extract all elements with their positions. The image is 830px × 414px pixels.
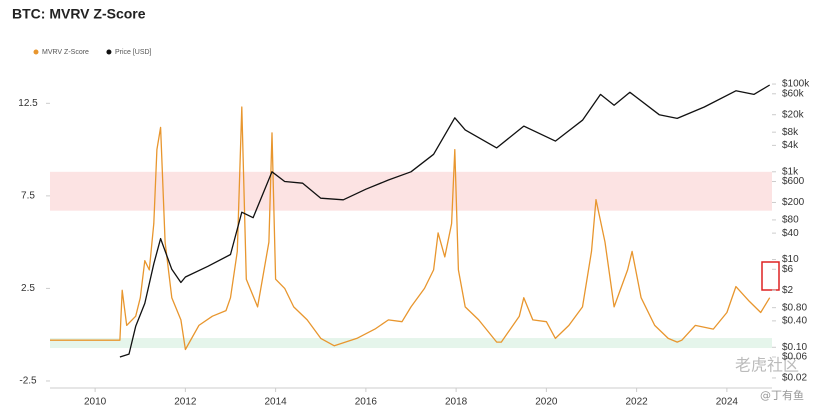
y2-tick-label: $8k	[782, 127, 799, 138]
legend-marker	[106, 49, 112, 55]
y-tick-label: 7.5	[21, 191, 35, 202]
zone-band	[50, 171, 772, 211]
y2-tick-label: $0.80	[782, 302, 807, 313]
x-tick-label: 2014	[265, 397, 288, 408]
y2-tick-label: $600	[782, 176, 805, 187]
y-tick-label: 12.5	[18, 98, 38, 109]
x-tick-label: 2020	[535, 397, 558, 408]
zone-band	[50, 338, 772, 349]
y2-tick-label: $0.06	[782, 352, 807, 363]
highlight-box	[761, 261, 780, 291]
y2-tick-label: $80	[782, 215, 799, 226]
series-line	[119, 84, 771, 358]
y2-tick-label: $200	[782, 197, 805, 208]
y2-tick-label: $20k	[782, 109, 805, 120]
watermark-author: @丁有鱼	[760, 388, 804, 402]
series-line	[50, 106, 771, 351]
y2-tick-label: $100k	[782, 79, 810, 90]
x-tick-label: 2010	[84, 397, 107, 408]
legend-label: Price [USD]	[115, 49, 152, 56]
y2-tick-label: $1k	[782, 166, 799, 177]
x-tick-label: 2024	[716, 397, 739, 408]
x-tick-label: 2018	[445, 397, 468, 408]
y2-tick-label: $6	[782, 264, 794, 275]
y-tick-label: 2.5	[21, 283, 35, 294]
y2-tick-label: $60k	[782, 88, 805, 99]
y2-tick-label: $0.02	[782, 373, 807, 384]
y-tick-label: -2.5	[19, 376, 37, 387]
watermark: 老虎社区	[735, 356, 799, 375]
y2-tick-label: $4k	[782, 140, 799, 151]
y2-tick-label: $40	[782, 228, 799, 239]
legend-label: MVRV Z-Score	[42, 49, 89, 56]
y2-tick-label: $0.40	[782, 316, 807, 327]
y2-tick-label: $0.10	[782, 342, 807, 353]
x-tick-label: 2012	[174, 397, 197, 408]
chart-title: BTC: MVRV Z-Score	[12, 6, 146, 22]
x-tick-label: 2016	[355, 397, 378, 408]
y2-tick-label: $2	[782, 285, 794, 296]
y2-tick-label: $10	[782, 254, 799, 265]
x-tick-label: 2022	[626, 397, 649, 408]
legend-marker	[33, 49, 39, 55]
